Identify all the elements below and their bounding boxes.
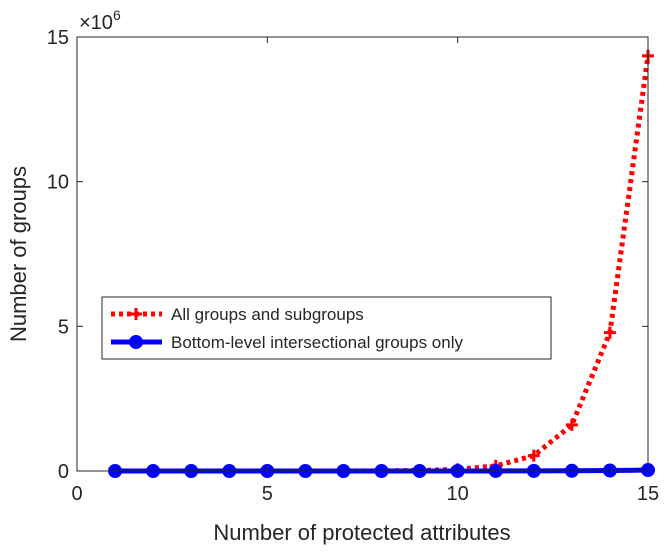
y-multiplier: ×106	[79, 7, 121, 34]
y-tick-label-3: 15	[47, 27, 69, 49]
plot-area-background	[77, 37, 648, 471]
legend-plus-marker	[130, 308, 142, 320]
y-tick-label-2: 10	[47, 172, 69, 194]
x-tick-label-3: 15	[637, 483, 659, 505]
x-tick-label-2: 10	[447, 483, 469, 505]
y-tick-label-1: 5	[58, 316, 69, 338]
legend-marker-all-groups	[130, 308, 142, 320]
x-tick-label-1: 5	[262, 483, 273, 505]
x-tick-label-0: 0	[71, 483, 82, 505]
data-point-all-groups-14	[603, 326, 616, 339]
y-multiplier-base: ×10	[79, 12, 113, 34]
legend-box	[101, 296, 552, 360]
data-point-all-groups-13	[565, 418, 578, 431]
legend-marker-bottom-level	[129, 335, 143, 349]
data-point-all-groups-12	[527, 449, 540, 462]
axis-ticks: 0 5 10 15 0 5 10 15	[47, 27, 659, 505]
y-multiplier-exponent: 6	[113, 7, 121, 23]
y-axis-label: Number of groups	[6, 166, 31, 342]
legend-circle-marker	[129, 335, 143, 349]
x-axis-label: Number of protected attributes	[213, 520, 510, 545]
plot-frame	[76, 36, 649, 472]
legend-label-bottom-level: Bottom-level intersectional groups only	[171, 333, 463, 352]
legend-label-all-groups: All groups and subgroups	[171, 305, 364, 324]
legend: All groups and subgroups Bottom-level in…	[101, 296, 552, 360]
y-tick-label-0: 0	[58, 461, 69, 483]
